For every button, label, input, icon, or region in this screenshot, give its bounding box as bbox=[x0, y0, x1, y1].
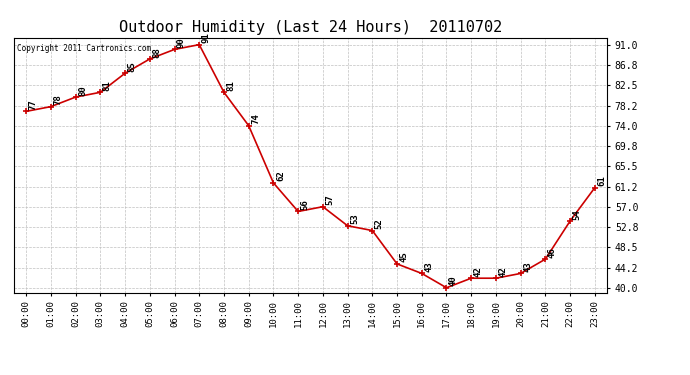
Text: 81: 81 bbox=[103, 80, 112, 91]
Text: 53: 53 bbox=[350, 214, 359, 224]
Text: 78: 78 bbox=[53, 94, 62, 105]
Text: 61: 61 bbox=[598, 176, 607, 186]
Text: 90: 90 bbox=[177, 37, 186, 48]
Title: Outdoor Humidity (Last 24 Hours)  20110702: Outdoor Humidity (Last 24 Hours) 2011070… bbox=[119, 20, 502, 35]
Text: 85: 85 bbox=[128, 61, 137, 72]
Text: 56: 56 bbox=[301, 199, 310, 210]
Text: 54: 54 bbox=[573, 209, 582, 220]
Text: 40: 40 bbox=[449, 276, 458, 286]
Text: 45: 45 bbox=[400, 252, 408, 262]
Text: 42: 42 bbox=[474, 266, 483, 277]
Text: 81: 81 bbox=[226, 80, 235, 91]
Text: 91: 91 bbox=[201, 33, 210, 43]
Text: 43: 43 bbox=[523, 261, 532, 272]
Text: 52: 52 bbox=[375, 218, 384, 229]
Text: 42: 42 bbox=[498, 266, 507, 277]
Text: 43: 43 bbox=[424, 261, 433, 272]
Text: 57: 57 bbox=[326, 195, 335, 205]
Text: 88: 88 bbox=[152, 47, 161, 57]
Text: 46: 46 bbox=[548, 247, 557, 258]
Text: 74: 74 bbox=[251, 114, 260, 124]
Text: Copyright 2011 Cartronics.com: Copyright 2011 Cartronics.com bbox=[17, 44, 151, 53]
Text: 80: 80 bbox=[78, 85, 87, 96]
Text: 62: 62 bbox=[276, 171, 285, 182]
Text: 77: 77 bbox=[29, 99, 38, 110]
